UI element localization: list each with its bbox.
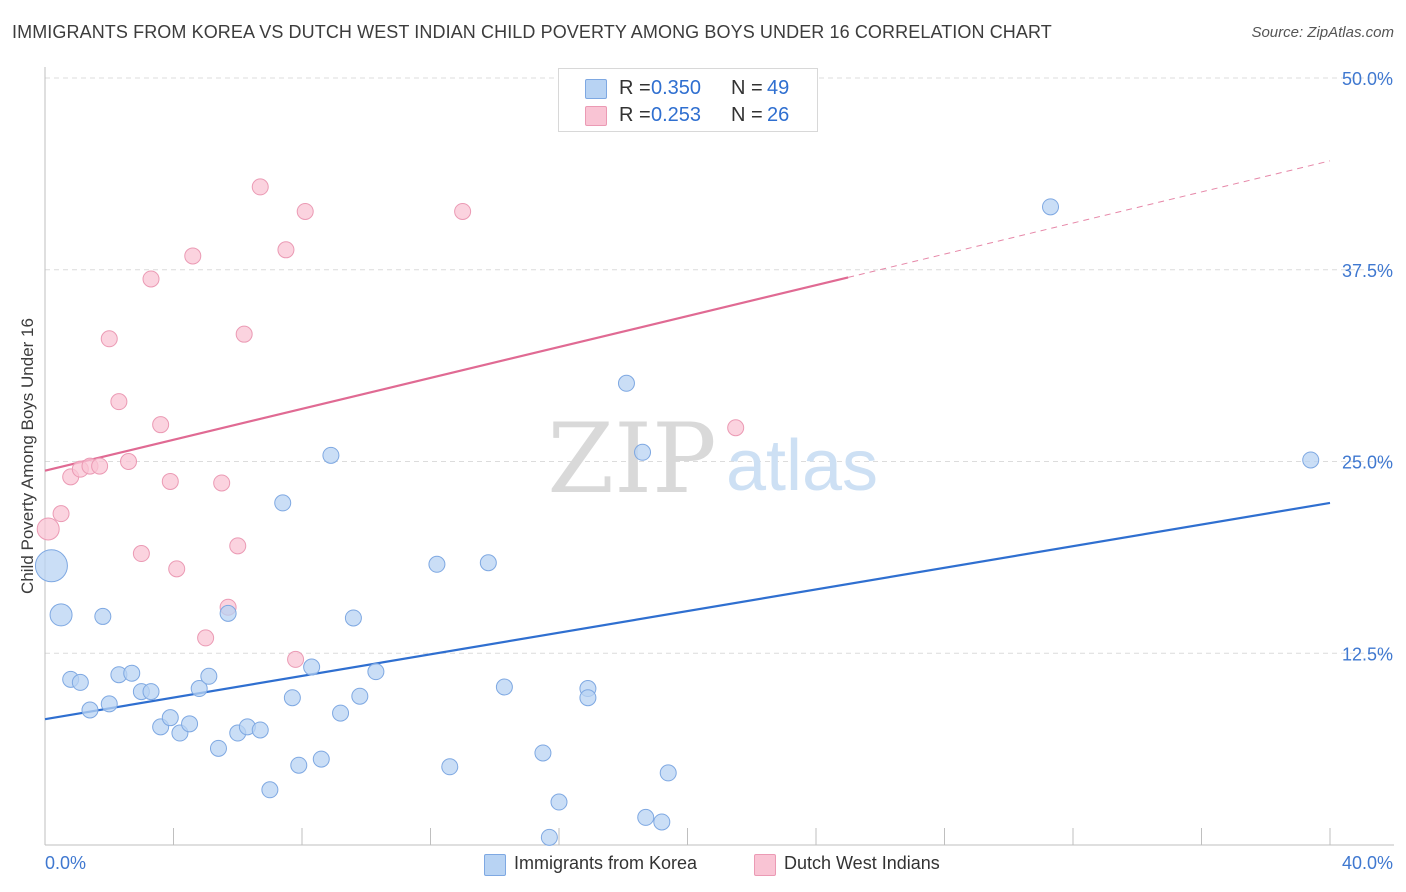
- data-point-dutch: [213, 474, 231, 492]
- data-point-korea: [290, 756, 308, 774]
- data-point-korea: [1042, 198, 1060, 216]
- data-point-korea: [142, 683, 160, 701]
- watermark: ZIP atlas: [547, 403, 878, 515]
- legend-n-label: N =: [731, 77, 763, 99]
- legend-r-label: R =: [619, 104, 651, 126]
- data-point-dutch: [235, 325, 253, 343]
- legend-swatch-korea: [585, 79, 607, 99]
- legend-swatch-korea: [484, 854, 506, 876]
- data-point-korea: [579, 689, 597, 707]
- data-point-dutch: [168, 560, 186, 578]
- watermark-atlas: atlas: [726, 426, 878, 506]
- watermark-zip: ZIP: [547, 403, 716, 515]
- data-point-dutch: [727, 419, 745, 437]
- data-point-korea: [200, 667, 218, 685]
- legend-n-value: 26: [767, 104, 790, 126]
- data-point-korea: [161, 709, 179, 727]
- data-point-korea: [94, 607, 112, 625]
- data-point-dutch: [52, 505, 70, 523]
- legend-swatch-dutch: [754, 854, 776, 876]
- data-point-korea: [367, 663, 385, 681]
- y-tick-label: 12.5%: [1342, 644, 1393, 664]
- data-point-korea: [1302, 451, 1320, 469]
- data-point-korea: [332, 704, 350, 722]
- data-point-dutch: [197, 629, 215, 647]
- data-point-korea: [322, 446, 340, 464]
- data-point-korea: [428, 555, 446, 573]
- y-tick-label: 25.0%: [1342, 453, 1393, 473]
- data-point-korea: [34, 549, 68, 583]
- data-point-dutch: [184, 247, 202, 265]
- data-point-korea: [71, 673, 89, 691]
- data-point-korea: [479, 554, 497, 572]
- data-point-dutch: [36, 517, 60, 541]
- data-point-korea: [312, 750, 330, 768]
- data-point-korea: [181, 715, 199, 733]
- data-point-korea: [100, 695, 118, 713]
- data-point-korea: [441, 758, 459, 776]
- legend-r-value: 0.253: [651, 104, 702, 126]
- legend-n-label: N =: [731, 104, 763, 126]
- data-point-korea: [550, 793, 568, 811]
- data-point-korea: [617, 374, 635, 392]
- data-point-korea: [209, 739, 227, 757]
- data-point-dutch: [296, 202, 314, 220]
- legend-label-korea: Immigrants from Korea: [514, 853, 698, 873]
- data-point-korea: [653, 813, 671, 831]
- data-point-korea: [540, 828, 558, 846]
- correlation-legend: R = 0.350 N = 49 R = 0.253 N = 26: [558, 68, 818, 132]
- tick-labels: 12.5% 25.0% 37.5% 50.0% 0.0% 40.0%: [45, 69, 1393, 873]
- data-point-korea: [303, 658, 321, 676]
- data-point-dutch: [277, 241, 295, 259]
- data-point-dutch: [229, 537, 247, 555]
- data-point-korea: [123, 664, 141, 682]
- data-point-korea: [351, 687, 369, 705]
- data-point-dutch: [120, 453, 138, 470]
- data-point-dutch: [152, 416, 170, 434]
- data-point-korea: [49, 603, 73, 627]
- legend-label-dutch: Dutch West Indians: [784, 853, 940, 873]
- trend-line-dutch: [44, 276, 849, 472]
- data-point-korea: [659, 764, 677, 782]
- data-point-korea: [261, 781, 279, 799]
- data-point-korea: [81, 701, 99, 719]
- trend-lines: [44, 160, 1331, 721]
- data-point-dutch: [142, 270, 160, 288]
- data-point-dutch: [100, 330, 118, 348]
- series-legend: Immigrants from Korea Dutch West Indians: [0, 852, 1406, 878]
- y-tick-label: 37.5%: [1342, 261, 1393, 281]
- data-point-korea: [495, 678, 513, 696]
- data-point-korea: [534, 744, 552, 762]
- data-point-dutch: [287, 650, 305, 668]
- data-point-korea: [190, 680, 208, 698]
- axes: [44, 67, 1394, 846]
- trend-line-korea: [44, 501, 1331, 721]
- legend-r-label: R =: [619, 77, 651, 99]
- data-point-korea: [251, 721, 269, 739]
- data-point-korea: [637, 808, 655, 826]
- data-point-korea: [274, 494, 292, 512]
- legend-n-value: 49: [767, 77, 790, 99]
- data-point-dutch: [454, 202, 472, 220]
- data-points: [34, 178, 1320, 846]
- data-point-dutch: [251, 178, 269, 196]
- x-tick-label: 0.0%: [45, 853, 86, 873]
- y-tick-label: 50.0%: [1342, 69, 1393, 89]
- data-point-korea: [344, 609, 362, 627]
- grid-lines: [45, 77, 1394, 654]
- legend-swatch-dutch: [585, 106, 607, 126]
- source-label: Source: ZipAtlas.com: [1251, 24, 1394, 41]
- data-point-korea: [283, 689, 301, 707]
- data-point-korea: [634, 443, 652, 461]
- data-point-korea: [219, 604, 237, 622]
- trend-line-dutch-projection: [848, 160, 1331, 278]
- data-point-dutch: [110, 393, 128, 411]
- x-tick-label: 40.0%: [1342, 853, 1393, 873]
- data-point-dutch: [132, 545, 150, 563]
- legend-r-value: 0.350: [651, 77, 702, 99]
- data-point-dutch: [91, 457, 109, 475]
- data-point-dutch: [161, 472, 179, 490]
- chart-title: IMMIGRANTS FROM KOREA VS DUTCH WEST INDI…: [12, 22, 1052, 42]
